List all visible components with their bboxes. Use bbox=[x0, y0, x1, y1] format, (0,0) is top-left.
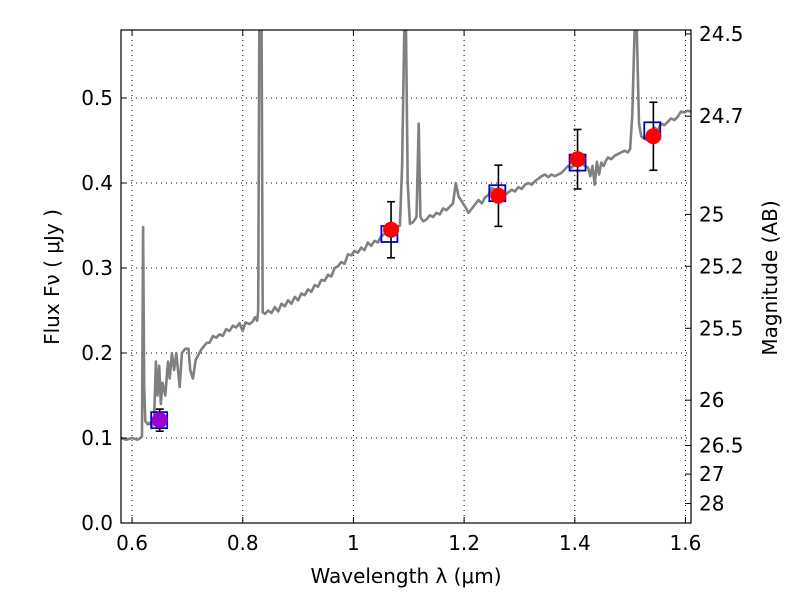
mag-tick-label: 24.7 bbox=[699, 104, 744, 128]
x-axis-label: Wavelength λ (μm) bbox=[310, 564, 501, 588]
plot-frame bbox=[120, 29, 692, 524]
y-tick-label: 0.0 bbox=[81, 511, 113, 535]
observed-point bbox=[645, 128, 662, 145]
mag-tick-label: 28 bbox=[699, 492, 724, 516]
y-tick-label: 0.3 bbox=[81, 256, 113, 280]
x-tick-label: 1.2 bbox=[448, 531, 480, 555]
observed-point bbox=[490, 187, 507, 204]
observed-point bbox=[383, 221, 400, 238]
observed-point bbox=[569, 151, 586, 168]
mag-tick-label: 24.5 bbox=[699, 22, 744, 46]
x-tick-label: 1.6 bbox=[670, 531, 702, 555]
x-tick-label: 0.6 bbox=[116, 531, 148, 555]
mag-tick-label: 25.2 bbox=[699, 254, 744, 278]
mag-tick-label: 27 bbox=[699, 462, 724, 486]
spectrum-line bbox=[121, 30, 691, 441]
mag-tick-label: 26 bbox=[699, 388, 724, 412]
y-tick-label: 0.1 bbox=[81, 426, 113, 450]
axes: 0.6 0.8 1 1.2 1.4 1.6 0.0 0.1 0.2 0.3 0.4 0.5 24.5 24… bbox=[81, 22, 743, 555]
x-tick-label: 1.4 bbox=[559, 531, 591, 555]
y-tick-label: 0.4 bbox=[81, 171, 113, 195]
mag-tick-label: 26.5 bbox=[699, 433, 744, 457]
y-tick-label: 0.5 bbox=[81, 86, 113, 110]
mag-tick-label: 25 bbox=[699, 202, 724, 226]
observed-point bbox=[151, 412, 168, 429]
y-tick-label: 0.2 bbox=[81, 341, 113, 365]
mag-tick-label: 25.5 bbox=[699, 316, 744, 340]
x-tick-label: 1 bbox=[347, 531, 360, 555]
y2-axis-label: Magnitude (AB) bbox=[758, 200, 782, 355]
y-axis-label: Flux Fν ( μJy ) bbox=[40, 209, 64, 345]
plot-area bbox=[121, 30, 691, 441]
x-tick-label: 0.8 bbox=[227, 531, 259, 555]
